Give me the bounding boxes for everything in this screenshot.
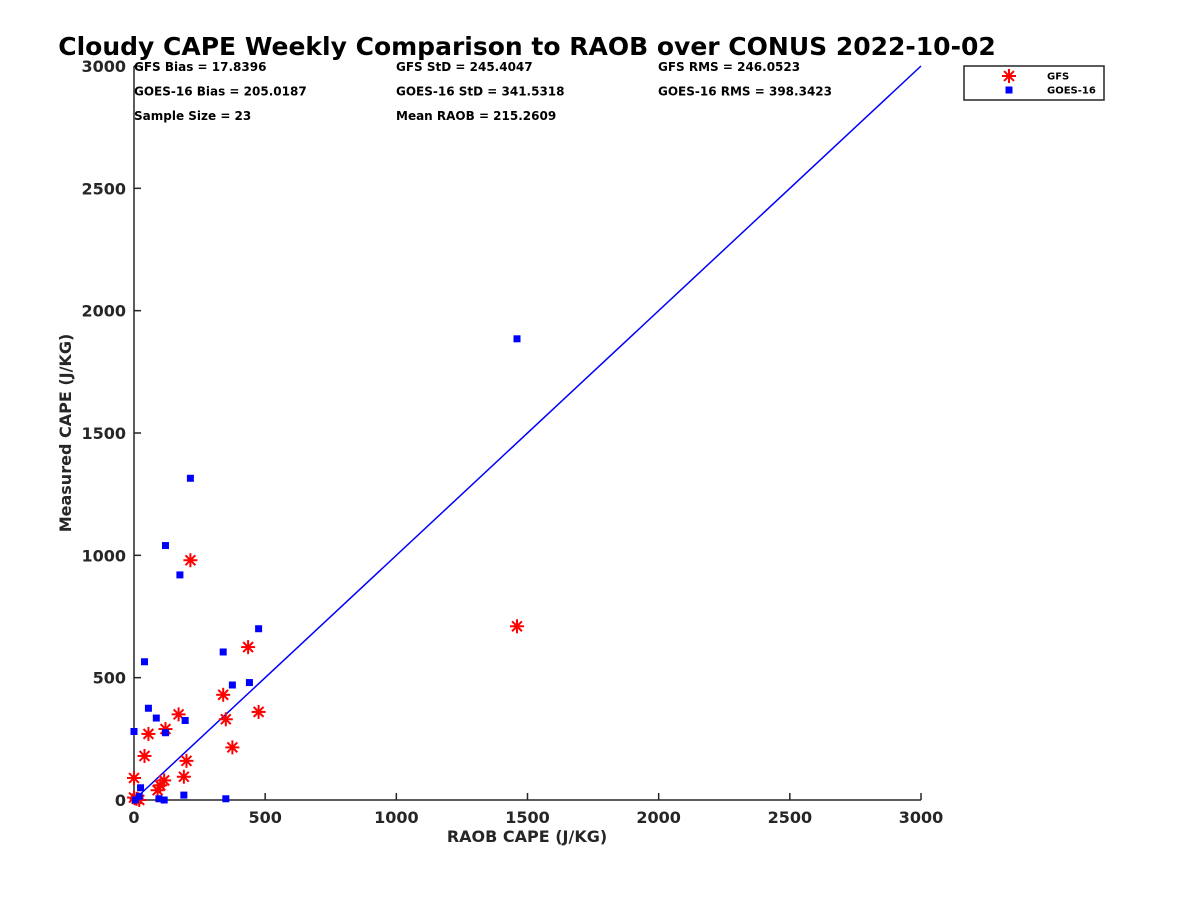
stat-text: Sample Size = 23 [134,109,251,123]
one-to-one-line [133,65,922,801]
legend-label: GOES-16 [1047,86,1096,97]
gfs-point [179,753,194,768]
goes16-point [245,679,253,687]
legend-goes16-marker [1005,86,1013,94]
y-tick-label: 0 [115,791,126,810]
stat-text: GOES-16 StD = 341.5318 [396,85,565,99]
goes16-point [161,542,169,550]
goes16-point [219,648,227,656]
goes16-point [255,625,263,633]
stat-text: GOES-16 RMS = 398.3423 [658,85,832,99]
y-tick-label: 2000 [81,302,126,321]
goes16-point [155,795,163,803]
gfs-point [218,712,233,727]
stat-text: GFS Bias = 17.8396 [134,60,266,74]
x-tick-label: 2000 [636,808,681,827]
gfs-point [183,553,198,568]
goes16-point [140,658,148,666]
goes16-point [513,335,521,343]
x-tick-label: 2500 [768,808,813,827]
chart-title: Cloudy CAPE Weekly Comparison to RAOB ov… [58,32,996,61]
x-tick-label: 3000 [899,808,944,827]
goes16-point [130,727,138,735]
x-axis-label: RAOB CAPE (J/KG) [447,827,607,846]
data-markers [127,335,525,807]
legend-label: GFS [1047,72,1069,83]
series-goes-16 [130,335,521,804]
goes16-point [137,784,145,792]
gfs-point [141,726,156,741]
gfs-point [241,640,256,655]
goes16-point [131,796,139,804]
goes16-point [160,796,168,804]
gfs-point [251,704,266,719]
gfs-point [510,619,525,634]
goes16-point [176,571,184,579]
stat-text: GFS StD = 245.4047 [396,60,533,74]
gfs-point [137,748,152,763]
legend-box [963,65,1105,101]
gfs-point [157,773,172,788]
stat-text: GOES-16 Bias = 205.0187 [134,85,307,99]
goes16-point [222,795,230,803]
y-axis-label: Measured CAPE (J/KG) [56,334,75,533]
series-gfs [127,553,525,807]
x-tick-label: 1500 [505,808,550,827]
y-tick-label: 3000 [81,57,126,76]
y-tick-label: 500 [93,669,126,688]
x-tick-label: 500 [248,808,281,827]
ticks: 0 500 1000 1500 2000 2500 3000 0 500 1000 1500 2000… [81,57,943,827]
gfs-point [127,770,141,785]
y-tick-label: 1500 [81,424,126,443]
stat-text: Mean RAOB = 215.2609 [396,109,556,123]
goes16-point [152,714,160,722]
legend-gfs-marker [1002,69,1016,83]
goes16-point [144,704,152,712]
y-tick-label: 1000 [81,546,126,565]
goes16-point [180,791,188,799]
stat-text: GFS RMS = 246.0523 [658,60,800,74]
goes16-point [161,729,169,737]
x-tick-label: 1000 [374,808,419,827]
x-tick-label: 0 [128,808,139,827]
gfs-point [216,687,231,702]
goes16-point [228,681,236,689]
goes16-point [186,474,194,482]
gfs-point [171,707,186,722]
goes16-point [181,716,189,724]
legend: GFS GOES-16 [963,65,1105,101]
stats-block: GFS Bias = 17.8396 GFS StD = 245.4047 GFS … [134,60,832,123]
gfs-point [176,769,191,784]
goes16-point [135,792,143,800]
y-tick-label: 2500 [81,179,126,198]
gfs-point [225,740,240,755]
